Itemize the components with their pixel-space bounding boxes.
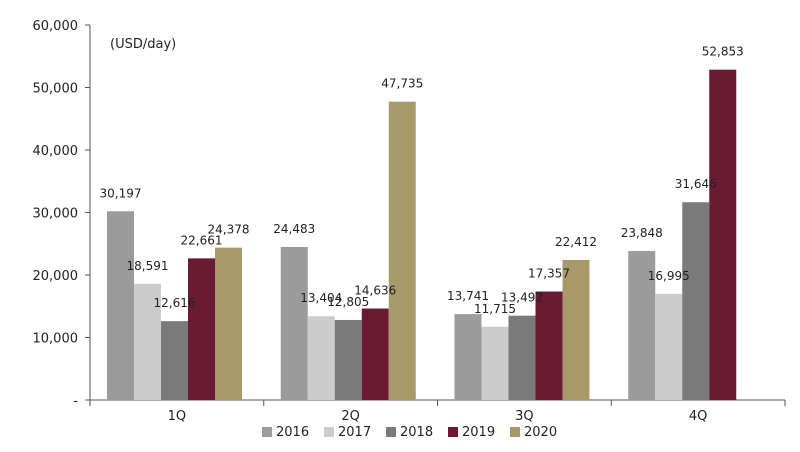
bar-2Q-2019 [361,308,389,400]
bar-4Q-2017 [655,293,683,400]
legend-swatch-2017 [324,427,334,437]
data-label-1Q-2016: 30,197 [100,186,142,200]
bar-4Q-2016 [628,250,656,400]
y-tick-label: 40,000 [33,144,79,159]
data-label-3Q-2016: 13,741 [447,289,489,303]
x-category-label: 2Q [341,409,360,424]
legend-swatch-2016 [262,427,272,437]
y-tick-label: 50,000 [33,82,79,97]
legend-label-2017: 2017 [338,425,371,440]
legend-swatch-2019 [448,427,458,437]
data-label-2Q-2020: 47,735 [381,77,423,91]
data-label-2Q-2017: 13,404 [300,291,342,305]
x-axis: 1Q 2Q 3Q 4Q [89,399,786,424]
data-label-1Q-2017: 18,591 [127,259,169,273]
data-label-2Q-2016: 24,483 [273,222,315,236]
data-label-1Q-2018: 12,616 [154,296,196,310]
legend-label-2019: 2019 [462,425,495,440]
data-label-4Q-2017: 16,995 [648,269,690,283]
bar-4Q-2019 [709,69,737,400]
bar-4Q-2018 [682,202,710,400]
legend-label-2018: 2018 [400,425,433,440]
data-label-1Q-2019: 22,661 [181,233,223,247]
x-category-label: 3Q [515,409,534,424]
y-tick-label: 10,000 [33,332,79,347]
data-label-2Q-2018: 12,805 [327,295,369,309]
y-tick-label: 30,000 [33,207,79,222]
bar-2Q-2016 [280,246,308,400]
bar-2Q-2020 [388,101,416,400]
bar-3Q-2019 [535,291,563,400]
bar-1Q-2018 [161,321,188,400]
bar-2Q-2017 [307,316,335,400]
legend-label-2016: 2016 [276,425,309,440]
y-tick-label: 60,000 [33,19,79,34]
data-label-3Q-2020: 22,412 [555,235,597,249]
bar-3Q-2016 [454,314,482,400]
data-label-3Q-2019: 17,357 [528,267,570,281]
legend: 2016 2017 2018 2019 2020 [262,425,557,440]
bar-1Q-2020 [215,247,242,400]
x-category-label: 4Q [689,409,708,424]
y-tick-label: 20,000 [33,269,79,284]
x-category-label: 1Q [168,409,187,424]
data-label-4Q-2019: 52,853 [702,45,744,59]
data-label-4Q-2016: 23,848 [621,226,663,240]
bars [107,69,737,400]
legend-swatch-2018 [386,427,396,437]
bar-1Q-2017 [134,283,161,400]
bar-1Q-2016 [107,211,134,400]
bar-3Q-2017 [481,326,509,400]
y-axis: - 10,000 20,000 30,000 40,000 50,000 60,000 [33,19,91,409]
data-label-1Q-2020: 24,378 [208,223,250,237]
y-tick-label: - [73,394,78,409]
data-label-3Q-2018: 13,492 [501,291,543,305]
bar-3Q-2020 [562,259,590,400]
data-label-2Q-2019: 14,636 [354,284,396,298]
legend-label-2020: 2020 [524,425,557,440]
legend-swatch-2020 [510,427,520,437]
bar-2Q-2018 [334,319,362,400]
unit-label: (USD/day) [110,37,176,52]
data-label-4Q-2018: 31,646 [675,177,717,191]
data-label-3Q-2017: 11,715 [474,302,516,316]
bar-1Q-2019 [188,258,215,400]
bar-3Q-2018 [508,315,536,400]
